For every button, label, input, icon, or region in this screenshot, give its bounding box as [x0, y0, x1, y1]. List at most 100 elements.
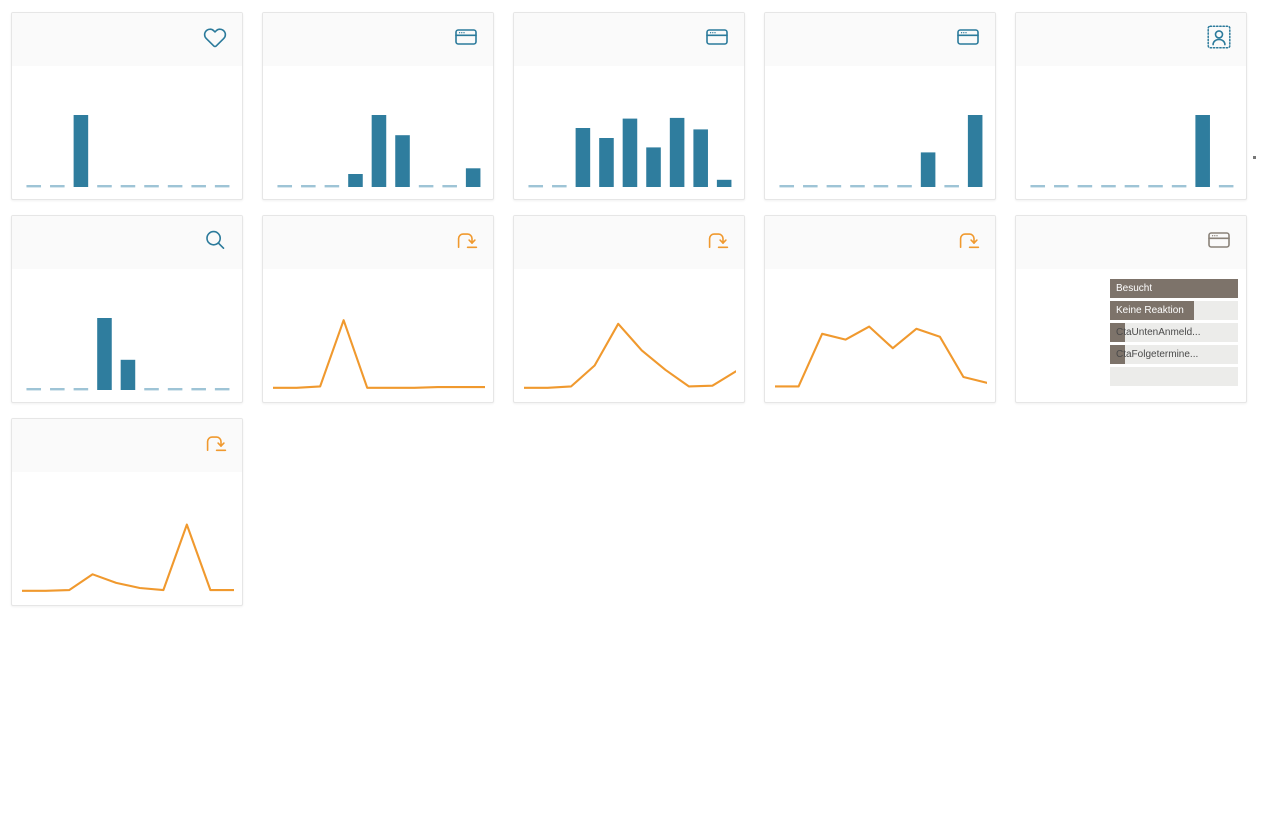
bar-empty — [73, 388, 89, 391]
hbar-fill — [1110, 345, 1126, 364]
hbar-label: CtaUntenAnmeld... — [1116, 327, 1201, 338]
heart-icon[interactable] — [198, 20, 232, 54]
bar-empty — [167, 185, 183, 188]
bar — [669, 117, 685, 187]
metric — [24, 482, 30, 605]
bar-empty — [167, 388, 183, 391]
hbar-row: Keine Reaktion — [1110, 301, 1238, 320]
card-header — [12, 419, 242, 472]
line-chart — [273, 310, 485, 394]
decorative-dot — [1253, 156, 1256, 159]
hbar-label: Besucht — [1116, 283, 1153, 294]
dashboard-card-attribute-setzen-2[interactable] — [513, 215, 745, 403]
metric — [526, 279, 532, 402]
bar — [465, 168, 481, 187]
bar-empty — [826, 185, 842, 188]
person-selection-icon[interactable] — [1202, 20, 1236, 54]
dashboard-grid: Besucht Keine Reaktion CtaUntenAnmeld...… — [11, 12, 1247, 606]
bar-empty — [191, 185, 206, 188]
search-icon[interactable] — [198, 223, 232, 257]
metric — [24, 76, 30, 199]
card-header — [12, 13, 242, 66]
bar-empty — [1101, 185, 1116, 188]
dashboard-card-eingangsassistent-manuelle-auswahl[interactable] — [1015, 12, 1247, 200]
bar — [575, 128, 591, 187]
bar — [395, 135, 410, 187]
card-body — [12, 66, 242, 199]
card-header — [765, 216, 995, 269]
set-attribute-icon[interactable] — [951, 223, 985, 257]
card-body — [12, 472, 242, 605]
dashboard-card-attribute-setzen-3[interactable] — [764, 215, 996, 403]
hbar-label: Keine Reaktion — [1116, 305, 1184, 316]
browser-window-icon[interactable] — [951, 20, 985, 54]
bar-chart — [273, 107, 485, 191]
dashboard-card-webseitenaufruf-test-grosse-landingpage[interactable] — [764, 12, 996, 200]
card-header — [263, 216, 493, 269]
dashboard-card-suche-michael-berger[interactable] — [11, 215, 243, 403]
bar — [1195, 115, 1210, 187]
card-header — [1016, 216, 1246, 269]
bar-empty — [144, 388, 159, 391]
dashboard-card-attribute-setzen-init-storyattribute[interactable] — [262, 215, 494, 403]
browser-window-icon[interactable] — [449, 20, 483, 54]
bar-empty — [26, 185, 42, 188]
browser-window-icon[interactable] — [1202, 223, 1236, 257]
bar-chart — [22, 107, 234, 191]
card-body — [765, 269, 995, 402]
bar-empty — [324, 185, 340, 188]
bar-empty — [277, 185, 293, 188]
bar — [622, 118, 638, 187]
line-chart — [775, 310, 987, 394]
metric — [777, 76, 783, 199]
card-header — [1016, 13, 1246, 66]
metric — [777, 279, 783, 402]
dashboard-card-landingpage-e-mail[interactable]: Besucht Keine Reaktion CtaUntenAnmeld...… — [1015, 215, 1247, 403]
bar-empty — [50, 185, 65, 188]
bar — [120, 359, 136, 390]
bar-empty — [214, 185, 230, 188]
bar-empty — [1077, 185, 1093, 188]
bar-empty — [944, 185, 959, 188]
bar-chart — [22, 310, 234, 394]
bar — [693, 129, 708, 187]
bar-chart — [1026, 107, 1238, 191]
bar-empty — [873, 185, 889, 188]
dashboard-card-webseitenaufruf-bsi-website[interactable] — [513, 12, 745, 200]
bar-empty — [803, 185, 818, 188]
hbar-fill — [1110, 301, 1195, 320]
card-header — [12, 216, 242, 269]
hbar-row: CtaFolgetermine... — [1110, 345, 1238, 364]
metric — [1028, 76, 1034, 199]
metric — [526, 76, 532, 199]
dashboard-card-attribut-setzen-e-mail-setzen[interactable] — [11, 418, 243, 606]
hbar-fill — [1110, 323, 1126, 342]
browser-window-icon[interactable] — [700, 20, 734, 54]
card-body: Besucht Keine Reaktion CtaUntenAnmeld...… — [1016, 269, 1246, 402]
bar — [348, 174, 363, 187]
bar-empty — [779, 185, 795, 188]
bar-empty — [1124, 185, 1140, 188]
bar-empty — [528, 185, 544, 188]
line-series — [273, 320, 485, 388]
bar — [371, 115, 387, 187]
set-attribute-icon[interactable] — [198, 426, 232, 460]
set-attribute-icon[interactable] — [700, 223, 734, 257]
bar-empty — [50, 388, 65, 391]
bar — [967, 115, 983, 187]
bar-empty — [120, 185, 136, 188]
set-attribute-icon[interactable] — [449, 223, 483, 257]
bar-empty — [850, 185, 865, 188]
bar — [97, 318, 112, 390]
hbar-row — [1110, 367, 1238, 386]
line-series — [22, 525, 234, 591]
line-chart — [524, 310, 736, 394]
hbar-label: CtaFolgetermine... — [1116, 349, 1199, 360]
dashboard-card-interesse-breakfast-event[interactable] — [11, 12, 243, 200]
card-body — [514, 66, 744, 199]
dashboard-card-webseitenaufruf-linkedin[interactable] — [262, 12, 494, 200]
metric — [24, 279, 30, 402]
bar-chart — [524, 107, 736, 191]
bar — [920, 152, 936, 187]
line-series — [775, 327, 987, 387]
